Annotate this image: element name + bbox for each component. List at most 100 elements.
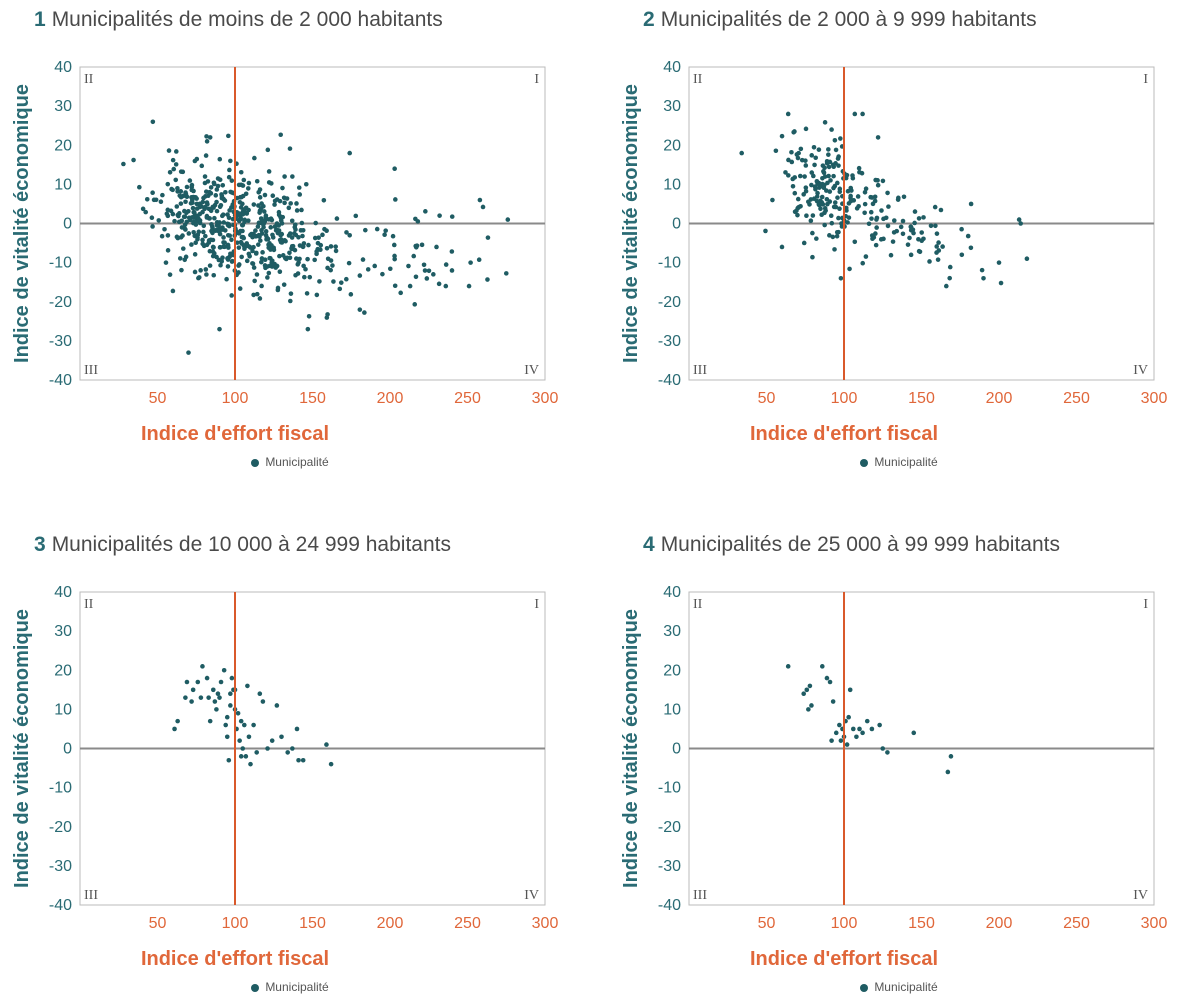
data-point — [183, 254, 189, 260]
data-point — [316, 235, 321, 240]
data-point — [864, 718, 870, 724]
data-point — [274, 197, 280, 202]
data-point — [979, 267, 985, 273]
data-point — [789, 149, 794, 155]
data-point — [900, 218, 906, 224]
data-point — [796, 150, 801, 156]
data-point — [193, 213, 198, 218]
y-tick-label: 10 — [663, 176, 681, 193]
data-point — [245, 683, 250, 689]
data-point — [200, 664, 205, 669]
data-point — [280, 214, 286, 220]
data-point — [383, 228, 388, 233]
data-point — [282, 200, 287, 206]
data-point — [160, 192, 165, 198]
data-point — [806, 707, 811, 712]
data-point — [289, 218, 295, 224]
y-tick-label: -30 — [49, 858, 72, 875]
data-point — [333, 244, 338, 249]
data-point — [290, 746, 295, 751]
data-point — [365, 267, 371, 272]
data-point — [198, 268, 203, 273]
y-axis-label: Indice de vitalité économique — [620, 84, 642, 363]
data-point — [921, 215, 926, 220]
quadrant-label-ii: II — [693, 597, 703, 612]
data-point — [363, 227, 368, 233]
y-tick-label: -30 — [658, 333, 681, 350]
data-point — [827, 679, 833, 685]
data-point — [295, 271, 301, 276]
data-point — [318, 247, 323, 253]
x-tick-label: 200 — [986, 915, 1013, 932]
data-point — [274, 703, 280, 708]
data-point — [862, 201, 868, 207]
data-point — [820, 176, 825, 181]
data-point — [888, 252, 894, 258]
x-tick-label: 50 — [149, 390, 167, 407]
data-point — [236, 262, 242, 267]
data-point — [306, 242, 311, 248]
data-point — [278, 132, 283, 138]
data-point — [269, 181, 274, 186]
data-point — [833, 147, 839, 153]
data-point — [170, 288, 176, 294]
data-point — [257, 187, 263, 192]
data-point — [237, 286, 243, 291]
quadrant-label-ii: II — [693, 72, 703, 87]
data-point — [875, 182, 881, 188]
data-point — [837, 722, 842, 728]
data-point — [312, 257, 317, 263]
data-point — [821, 169, 826, 174]
data-point — [380, 271, 385, 277]
data-point — [257, 234, 262, 239]
data-point — [228, 158, 233, 164]
data-point — [407, 283, 413, 289]
data-point — [854, 734, 859, 740]
data-point — [184, 184, 190, 190]
data-point — [236, 182, 242, 188]
data-point — [265, 275, 270, 280]
data-point — [824, 196, 830, 202]
data-point — [178, 189, 184, 194]
quadrant-label-i: I — [1143, 72, 1148, 87]
data-point — [287, 298, 293, 304]
data-point — [257, 296, 263, 301]
data-point — [204, 213, 210, 219]
data-point — [803, 185, 809, 190]
y-tick-label: -20 — [658, 819, 681, 836]
data-point — [896, 195, 901, 201]
data-point — [239, 254, 244, 260]
data-point — [466, 283, 472, 289]
data-point — [227, 167, 232, 173]
data-point — [795, 196, 801, 202]
data-point — [221, 196, 226, 202]
data-point — [214, 199, 219, 205]
data-point — [829, 220, 835, 226]
chart-number: 4 — [643, 533, 655, 556]
data-point — [224, 734, 230, 740]
data-point — [827, 159, 833, 165]
data-point — [835, 195, 840, 200]
data-point — [238, 216, 244, 222]
data-point — [414, 243, 420, 249]
data-point — [264, 235, 270, 240]
data-point — [297, 192, 303, 197]
data-point — [911, 730, 917, 736]
data-point — [792, 190, 798, 196]
data-point — [207, 248, 213, 254]
data-point — [877, 722, 882, 728]
data-point — [196, 275, 201, 281]
data-point — [268, 225, 274, 230]
data-point — [172, 726, 177, 732]
data-point — [374, 226, 380, 232]
data-point — [285, 750, 291, 755]
data-point — [392, 166, 397, 172]
data-point — [807, 683, 813, 689]
data-point — [826, 173, 831, 179]
data-point — [947, 275, 952, 281]
data-point — [201, 223, 207, 229]
data-point — [221, 235, 226, 240]
data-point — [810, 254, 815, 260]
data-point — [202, 174, 208, 179]
x-tick-label: 150 — [908, 390, 935, 407]
